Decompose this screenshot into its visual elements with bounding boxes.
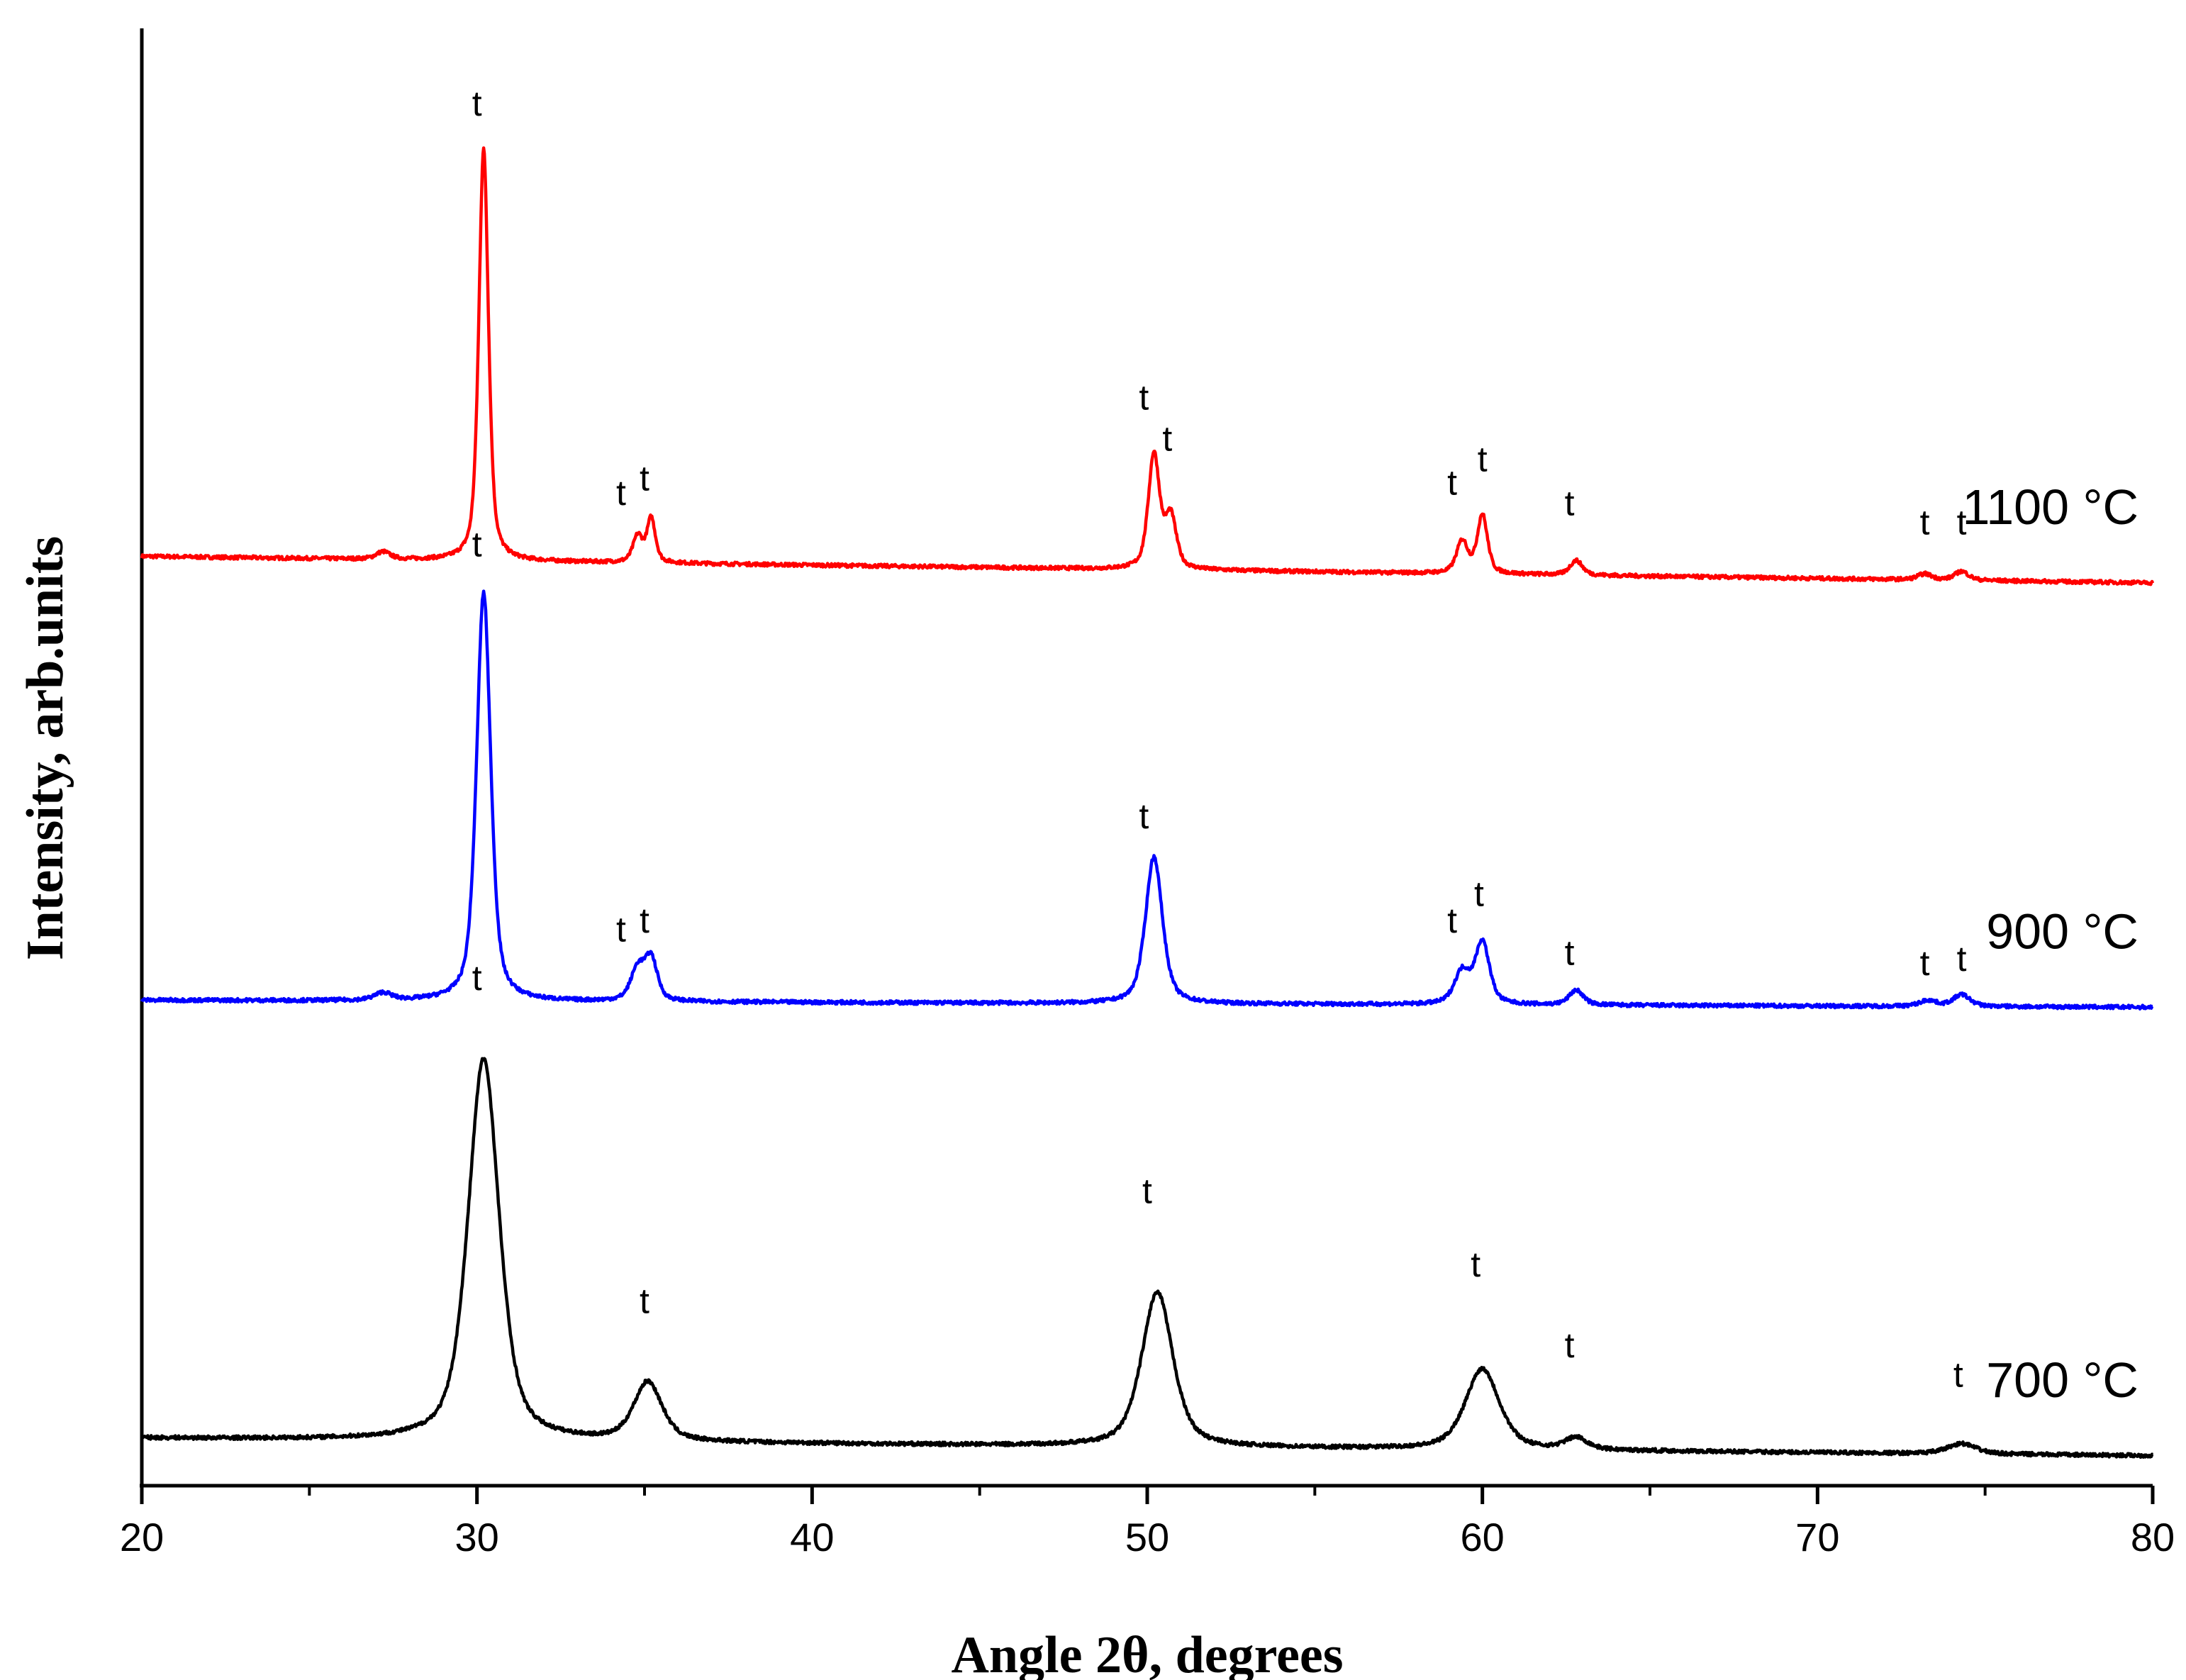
- peak-annotation: t: [1957, 939, 1967, 979]
- series-line-700c: [140, 1057, 2154, 1459]
- peak-annotation: t: [1565, 484, 1575, 523]
- peak-annotation: t: [472, 958, 482, 998]
- series-line-900c: [140, 589, 2154, 1011]
- peak-annotation: t: [1447, 463, 1457, 503]
- peak-annotation: t: [1953, 1354, 1963, 1394]
- peak-annotation: t: [640, 1281, 649, 1321]
- series-label: 700 °C: [1986, 1352, 2138, 1408]
- series-label: 900 °C: [1986, 903, 2138, 959]
- peak-annotation: t: [1957, 502, 1967, 542]
- peak-annotation: t: [1920, 943, 1930, 983]
- series-labels: 1100 °C 900 °C 700 °C: [1962, 479, 2138, 1408]
- peak-annotation: t: [1565, 933, 1575, 973]
- x-tick-label: 30: [455, 1515, 499, 1559]
- peak-annotation: t: [1142, 1171, 1152, 1211]
- peak-annotation: t: [472, 84, 482, 123]
- peak-annotation: t: [1447, 901, 1457, 940]
- x-tick-label: 70: [1795, 1515, 1839, 1559]
- peak-annotation: t: [640, 458, 649, 498]
- x-tick-label: 50: [1125, 1515, 1169, 1559]
- peak-annotation: t: [1139, 377, 1149, 417]
- peak-annotation: t: [1139, 796, 1149, 836]
- peak-annotation: t: [1478, 439, 1488, 479]
- x-tick-label: 60: [1461, 1515, 1505, 1559]
- peak-annotation: t: [1920, 502, 1930, 542]
- peak-annotation: t: [640, 901, 649, 940]
- x-axis-title: Angle 2θ, degrees: [951, 1626, 1343, 1680]
- x-tick-label: 20: [120, 1515, 164, 1559]
- series-layer: [140, 146, 2155, 1459]
- x-ticks: 20 30 40 50 60 70 80: [120, 1486, 2175, 1559]
- peak-annotation: t: [1162, 418, 1172, 458]
- x-tick-label: 80: [2131, 1515, 2175, 1559]
- peak-annotation: t: [1471, 1245, 1480, 1284]
- peak-annotation: t: [472, 525, 482, 564]
- peak-annotation: t: [616, 909, 626, 949]
- series-label: 1100 °C: [1962, 479, 2138, 535]
- peak-annotation: t: [1565, 1325, 1575, 1365]
- y-axis-title: Intensity, arb.units: [16, 536, 74, 960]
- x-tick-label: 40: [790, 1515, 834, 1559]
- peak-annotation: t: [1474, 874, 1484, 914]
- peak-annotation: t: [616, 473, 626, 513]
- series-line-1100c: [140, 146, 2155, 586]
